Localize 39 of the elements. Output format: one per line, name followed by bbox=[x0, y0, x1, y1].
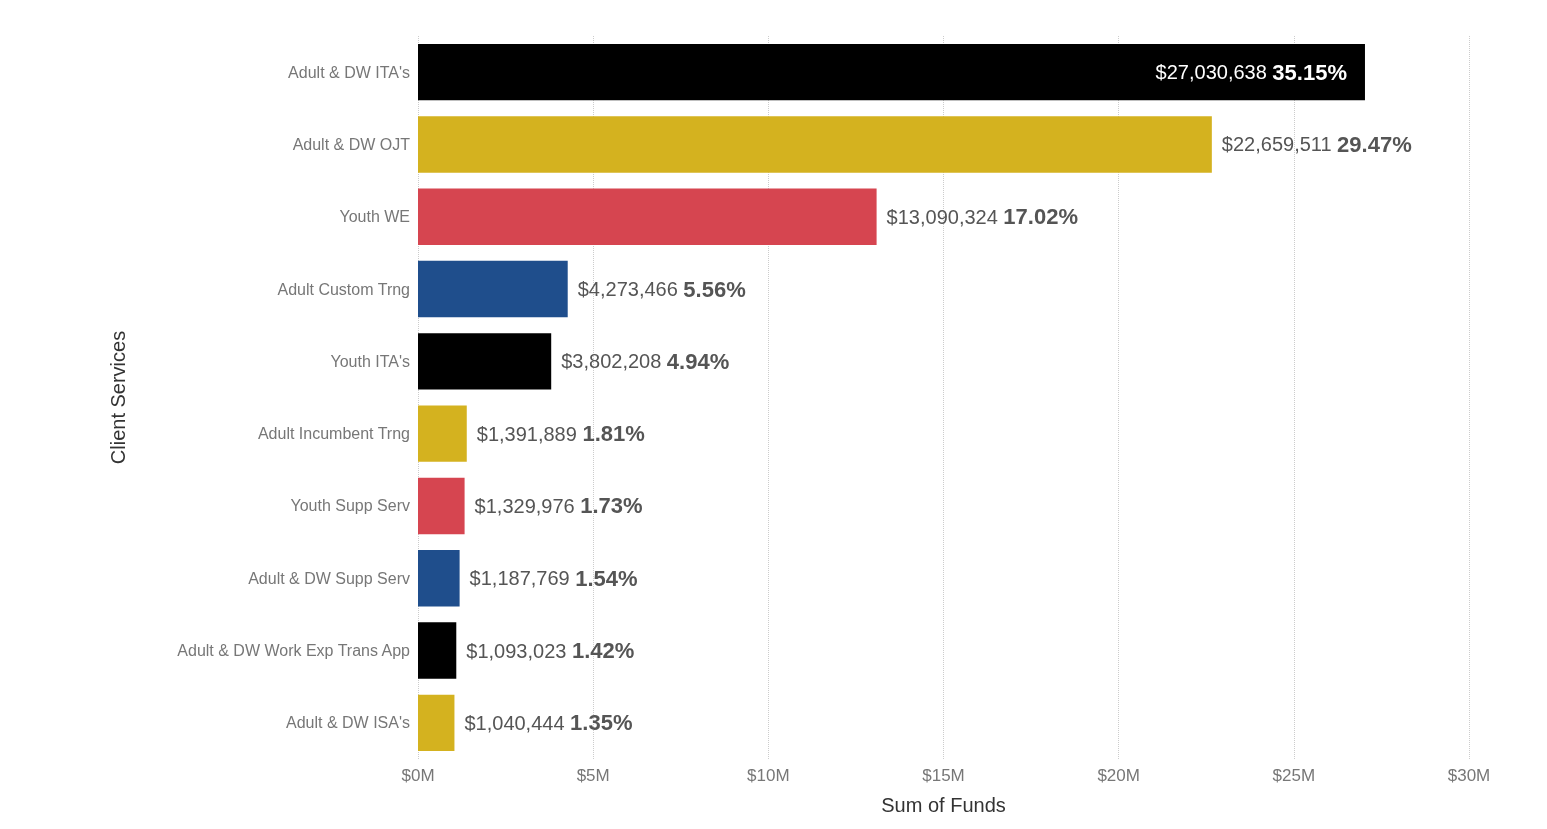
data-label: $1,040,444 1.35% bbox=[464, 710, 633, 736]
x-tick-label: $10M bbox=[747, 766, 790, 785]
data-label: $4,273,466 5.56% bbox=[577, 276, 746, 302]
bar bbox=[418, 405, 467, 462]
y-axis-title: Client Services bbox=[107, 330, 129, 465]
bar bbox=[418, 694, 455, 752]
y-tick-label: Adult Incumbent Trng bbox=[257, 425, 410, 443]
bar bbox=[418, 116, 1212, 173]
y-tick-label: Youth Supp Serv bbox=[290, 497, 410, 515]
bar bbox=[418, 188, 877, 245]
y-tick-label: Adult & DW Supp Serv bbox=[248, 569, 410, 587]
data-label: $3,802,208 4.94% bbox=[561, 348, 730, 374]
data-label: $27,030,638 35.15% bbox=[1155, 59, 1347, 85]
y-tick-label: Adult & DW OJT bbox=[292, 135, 411, 153]
x-tick-label: $25M bbox=[1272, 766, 1316, 785]
data-label: $22,659,511 29.47% bbox=[1221, 131, 1412, 157]
y-tick-label: Adult & DW ITA's bbox=[288, 63, 410, 81]
x-tick-label: $5M bbox=[576, 766, 610, 785]
data-label: $1,093,023 1.42% bbox=[466, 638, 635, 664]
bar bbox=[418, 477, 465, 535]
y-tick-label: Youth ITA's bbox=[330, 352, 410, 370]
bar bbox=[418, 333, 552, 390]
y-tick-label: Adult & DW Work Exp Trans App bbox=[177, 642, 411, 660]
x-tick-label: $20M bbox=[1097, 766, 1140, 785]
x-axis-title: Sum of Funds bbox=[881, 794, 1006, 816]
y-tick-label: Adult Custom Trng bbox=[277, 280, 410, 298]
data-label: $1,391,889 1.81% bbox=[476, 421, 645, 447]
bar bbox=[418, 260, 568, 318]
y-tick-label: Adult & DW ISA's bbox=[286, 714, 410, 732]
bar bbox=[418, 43, 1365, 101]
y-tick-label: Youth WE bbox=[339, 208, 410, 226]
data-label: $1,187,769 1.54% bbox=[469, 565, 638, 591]
x-tick-label: $15M bbox=[922, 766, 965, 785]
data-label: $1,329,976 1.73% bbox=[474, 493, 643, 519]
data-label: $13,090,324 17.02% bbox=[886, 204, 1078, 230]
bar bbox=[418, 622, 457, 679]
x-tick-label: $0M bbox=[401, 766, 435, 785]
x-tick-label: $30M bbox=[1447, 766, 1491, 785]
bar bbox=[418, 550, 460, 607]
